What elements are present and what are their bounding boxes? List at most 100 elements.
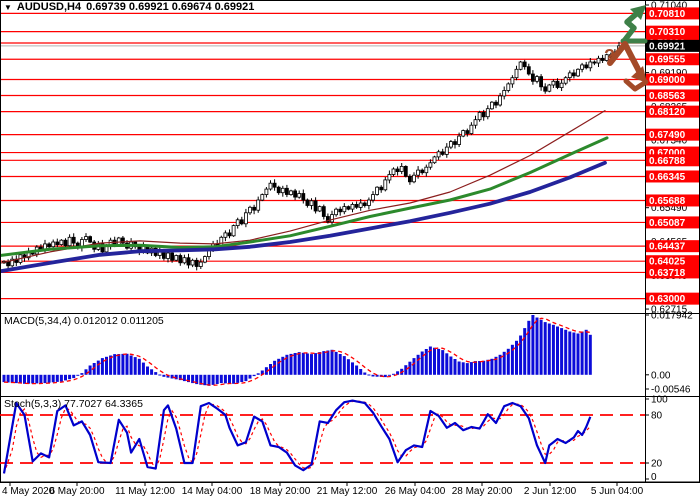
macd-bar <box>543 322 547 375</box>
macd-bar <box>486 359 490 375</box>
stoch-axis-label: 0 <box>651 472 657 483</box>
candle-bullish <box>231 225 236 237</box>
time-axis-label: 5 Jun 04:00 <box>591 486 644 497</box>
candle-bullish <box>391 168 396 175</box>
macd-signal-line <box>3 317 591 386</box>
macd-bar <box>64 374 67 381</box>
macd-bar <box>203 374 207 386</box>
price-level-label-box <box>646 154 699 167</box>
macd-bar <box>150 369 154 375</box>
candle-bearish <box>555 80 560 88</box>
macd-bar <box>174 374 178 380</box>
candle-bearish <box>47 243 51 248</box>
ohlc-values: 0.69739 0.69921 0.69674 0.69921 <box>86 1 255 13</box>
candle-bearish <box>453 141 457 145</box>
macd-bar <box>80 373 84 375</box>
macd-bar <box>428 346 432 375</box>
price-axis-tick-label: 0.67340 <box>651 136 688 147</box>
candle-bearish <box>239 219 244 225</box>
macd-bar <box>375 374 379 377</box>
candle-bullish <box>502 90 507 97</box>
candle-bullish <box>51 241 56 248</box>
macd-bar <box>322 351 326 375</box>
macd-bar <box>84 369 88 375</box>
price-level-label-box <box>646 240 699 253</box>
price-level-label: 0.63000 <box>649 294 686 305</box>
price-level-label-box <box>646 266 699 279</box>
question-mark-annotation[interactable]: ? <box>604 46 615 66</box>
candle-bullish <box>256 199 261 211</box>
candle-bullish <box>518 61 523 70</box>
macd-bar <box>465 363 469 375</box>
macd-bar <box>256 373 260 375</box>
candle-bullish <box>580 64 584 70</box>
down-trend-arrow-head[interactable] <box>631 66 647 83</box>
candle-bearish <box>379 186 384 191</box>
price-level-label: 0.68120 <box>649 107 686 118</box>
candle-bullish <box>428 162 433 168</box>
candle-bullish <box>330 214 334 223</box>
macd-bar <box>18 374 22 384</box>
macd-bar <box>59 374 63 382</box>
macd-bar <box>383 374 387 378</box>
macd-bar <box>207 374 211 386</box>
candle-bullish <box>297 193 302 198</box>
candle-bullish <box>547 84 552 92</box>
candle-bullish <box>461 130 466 137</box>
candle-bullish <box>444 146 449 155</box>
candle-bullish <box>448 141 453 148</box>
macd-bar <box>232 374 236 384</box>
candle-bearish <box>293 190 298 198</box>
macd-bar <box>228 374 231 384</box>
candle-bearish <box>284 187 289 195</box>
macd-bar <box>293 353 297 375</box>
down-trend-arrow-chevron[interactable] <box>623 78 649 92</box>
candle-bearish <box>600 57 605 61</box>
candle-bullish <box>416 169 421 176</box>
macd-bar <box>27 374 31 384</box>
macd-bar <box>433 347 436 375</box>
macd-bar <box>519 335 523 375</box>
up-trend-arrow[interactable] <box>621 6 645 44</box>
candle-bullish <box>551 80 556 86</box>
macd-bar <box>568 331 572 375</box>
macd-bar <box>88 365 92 375</box>
macd-bar <box>215 374 219 384</box>
macd-bar <box>289 353 293 375</box>
price-level-label: 0.63718 <box>649 268 686 279</box>
candle-bullish <box>289 190 293 195</box>
macd-bar <box>355 365 359 375</box>
up-trend-arrow-head[interactable] <box>630 5 646 20</box>
macd-bar <box>162 374 166 377</box>
candle-bearish <box>407 175 412 183</box>
macd-bar <box>195 374 199 385</box>
candle-bearish <box>194 259 199 267</box>
macd-bar <box>72 374 76 379</box>
candle-bearish <box>63 239 68 247</box>
macd-bar <box>392 373 395 375</box>
symbol-dropdown-icon[interactable]: ▼ <box>4 2 12 12</box>
macd-bar <box>35 374 39 384</box>
macd-bar <box>363 372 367 375</box>
down-trend-arrow[interactable] <box>607 41 643 76</box>
macd-bar <box>531 315 535 375</box>
macd-axis-label: 0.00 <box>651 370 671 381</box>
price-level-label: 0.68563 <box>649 91 686 102</box>
stoch-indicator-label: Stoch(5,3,3) 77.7027 64.3365 <box>4 398 143 410</box>
candle-bearish <box>403 165 408 177</box>
macd-bar <box>510 344 514 375</box>
macd-bar <box>318 352 322 375</box>
macd-bar <box>502 351 506 375</box>
macd-bar <box>424 349 428 375</box>
macd-bar <box>244 374 248 382</box>
price-level-label-box <box>646 53 699 66</box>
macd-bar <box>469 362 473 375</box>
macd-bar <box>269 364 272 375</box>
price-level-label: 0.64025 <box>649 257 686 268</box>
macd-histogram <box>2 315 592 386</box>
candle-bullish <box>576 68 580 77</box>
candle-bullish <box>202 256 207 263</box>
macd-bar <box>248 374 252 379</box>
